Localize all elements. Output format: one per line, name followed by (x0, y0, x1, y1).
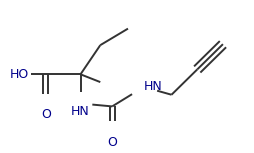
Text: O: O (107, 136, 117, 149)
Text: HO: HO (10, 68, 29, 81)
Text: HN: HN (71, 105, 90, 118)
Text: HN: HN (144, 80, 163, 93)
Text: O: O (41, 108, 51, 121)
